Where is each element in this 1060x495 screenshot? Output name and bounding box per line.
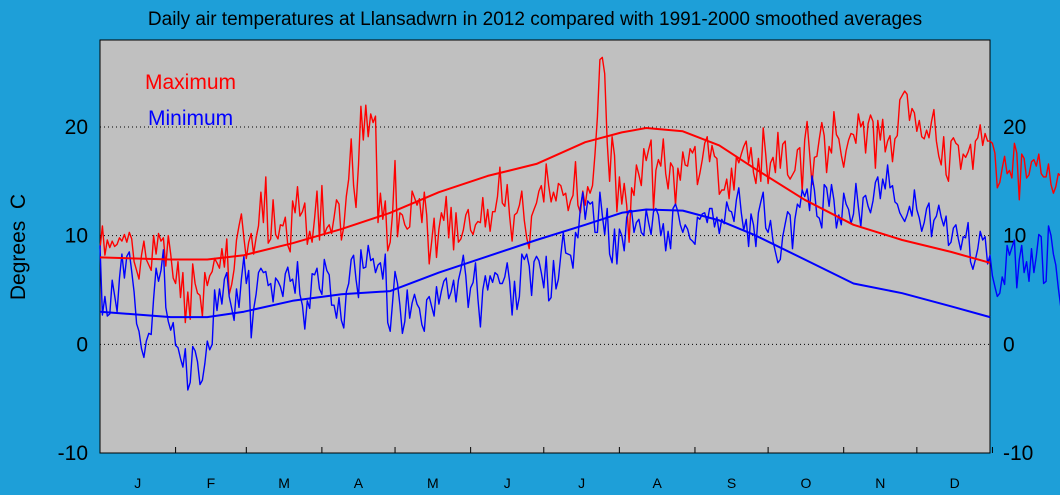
- month-label: A: [354, 475, 364, 491]
- grid-lines: [100, 126, 990, 345]
- legend-maximum: Maximum: [145, 71, 236, 94]
- month-label: O: [800, 475, 811, 491]
- month-label: N: [875, 475, 885, 491]
- maximum-daily-line: [99, 56, 1060, 324]
- minimum-average-line: [99, 208, 991, 319]
- y-tick-label-right: -10: [1003, 442, 1033, 465]
- y-axis-label: Degrees C: [7, 194, 30, 300]
- y-tick-label-right: 20: [1003, 116, 1026, 139]
- month-label: S: [727, 475, 736, 491]
- y-tick-labels-left: -10 0 10 20: [58, 116, 88, 465]
- month-label: M: [278, 475, 290, 491]
- month-label: J: [134, 475, 141, 491]
- y-tick-label-left: 20: [65, 116, 88, 139]
- month-label: F: [207, 475, 216, 491]
- y-tick-label-left: 10: [65, 225, 88, 248]
- plot-area: [99, 39, 991, 454]
- month-label: J: [504, 475, 511, 491]
- y-tick-labels-right: -10 0 10 20: [1003, 116, 1033, 465]
- month-tick-marks: [99, 447, 993, 453]
- y-tick-label-right: 10: [1003, 225, 1026, 248]
- minimum-daily-line: [99, 164, 1060, 391]
- month-label: D: [950, 475, 960, 491]
- y-tick-label-left: -10: [58, 442, 88, 465]
- series-lines: [99, 56, 1060, 391]
- y-tick-label-right: 0: [1003, 333, 1015, 356]
- month-label: J: [578, 475, 585, 491]
- y-tick-label-left: 0: [76, 333, 88, 356]
- month-label: A: [652, 475, 662, 491]
- maximum-average-line: [99, 127, 991, 264]
- legend-minimum: Minimum: [148, 107, 233, 130]
- chart-title: Daily air temperatures at Llansadwrn in …: [148, 9, 922, 30]
- month-label: M: [427, 475, 439, 491]
